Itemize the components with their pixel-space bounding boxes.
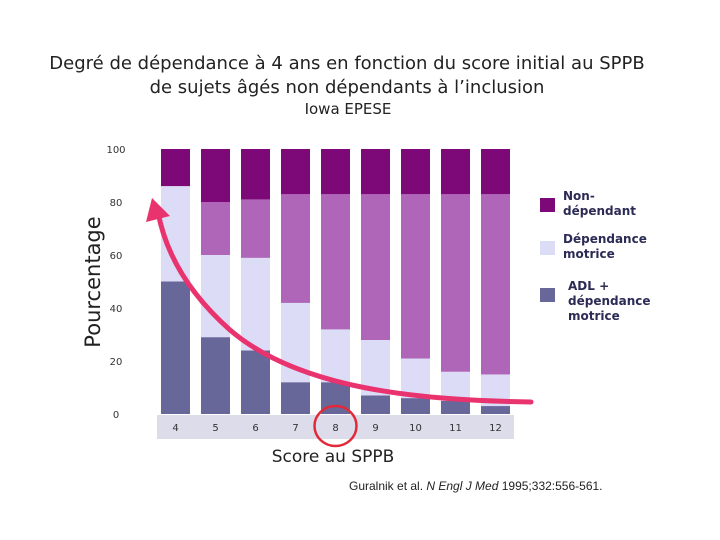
highlight-circle xyxy=(313,404,358,448)
x-tick-4: 4 xyxy=(172,423,178,434)
legend-label-0: Non-dépendant xyxy=(563,189,636,218)
y-ticks-group: 0 20 40 60 80 100 xyxy=(106,145,125,421)
y-tick-60: 60 xyxy=(110,251,123,262)
x-tick-7: 7 xyxy=(292,423,298,434)
bar-adl-4 xyxy=(161,281,190,414)
x-tick-12: 12 xyxy=(489,423,502,434)
citation-ref: 1995;332:556-561. xyxy=(498,479,602,493)
bars-group xyxy=(161,149,510,414)
chart-subtitle: Iowa EPESE xyxy=(305,100,392,118)
bar-mid-9 xyxy=(361,194,390,340)
x-ticks-group: 4 5 6 7 8 9 10 11 12 xyxy=(172,423,502,434)
y-tick-40: 40 xyxy=(110,304,123,315)
legend-label-1: Dépendance motrice xyxy=(563,232,647,261)
bar-adl-12 xyxy=(481,406,510,414)
citation-journal: N Engl J Med xyxy=(426,479,498,493)
y-tick-80: 80 xyxy=(110,198,123,209)
trend-arrow xyxy=(155,209,534,405)
bar-mid-8 xyxy=(321,194,350,330)
chart-title-line1: Degré de dépendance à 4 ans en fonction … xyxy=(49,53,644,74)
bar-mid-12 xyxy=(481,194,510,375)
y-tick-0: 0 xyxy=(113,410,119,421)
trend-arrow-head xyxy=(146,198,170,222)
x-axis-band xyxy=(157,415,514,439)
bar-adl-11 xyxy=(441,400,470,414)
x-tick-11: 11 xyxy=(449,423,462,434)
x-tick-9: 9 xyxy=(372,423,378,434)
bar-motrice-10 xyxy=(401,358,430,399)
bar-adl-9 xyxy=(361,395,390,414)
bar-adl-10 xyxy=(401,398,430,414)
bar-motrice-8 xyxy=(321,329,350,383)
x-tick-6: 6 xyxy=(252,423,258,434)
legend-label-2: ADL + dépendance motrice xyxy=(568,279,650,323)
citation-authors: Guralnik et al. xyxy=(349,479,426,493)
legend-swatch-2 xyxy=(540,288,555,302)
x-axis-label: Score au SPPB xyxy=(272,447,395,467)
y-axis-label: Pourcentage xyxy=(81,216,105,347)
chart-title-line2: de sujets âgés non dépendants à l’inclus… xyxy=(150,77,545,98)
legend-swatch-0 xyxy=(540,198,555,212)
bar-adl-7 xyxy=(281,382,310,414)
bar-non-dependant-4 xyxy=(161,149,190,187)
bar-mid-10 xyxy=(401,194,430,359)
y-tick-100: 100 xyxy=(106,145,125,156)
bar-mid-11 xyxy=(441,194,470,372)
x-tick-8: 8 xyxy=(332,423,338,434)
citation: Guralnik et al. N Engl J Med 1995;332:55… xyxy=(349,479,603,493)
bar-adl-6 xyxy=(241,350,270,414)
legend: Non-dépendant Dépendance motrice ADL + dépen… xyxy=(540,189,650,323)
bar-mid-7 xyxy=(281,194,310,303)
legend-swatch-1 xyxy=(540,241,555,255)
x-tick-10: 10 xyxy=(409,423,422,434)
y-tick-20: 20 xyxy=(110,357,123,368)
bar-adl-5 xyxy=(201,337,230,414)
bar-motrice-6 xyxy=(241,257,270,351)
x-tick-5: 5 xyxy=(212,423,218,434)
bar-mid-6 xyxy=(241,199,270,258)
bar-mid-5 xyxy=(201,202,230,255)
